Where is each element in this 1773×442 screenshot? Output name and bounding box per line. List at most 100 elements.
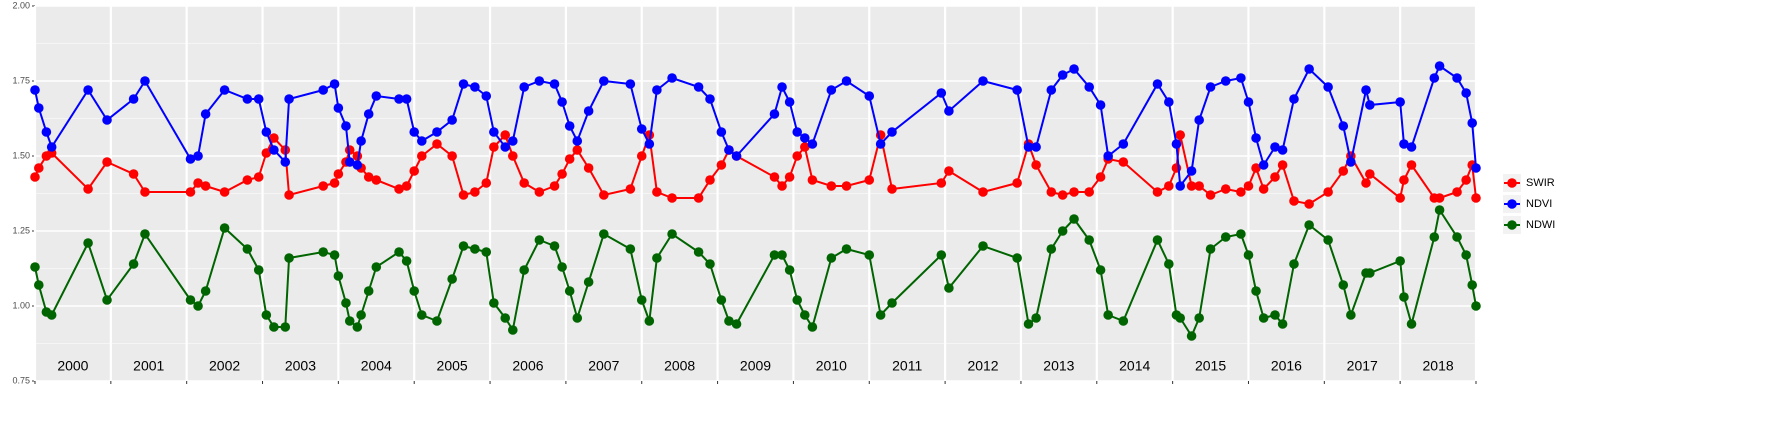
data-point [1118,157,1129,167]
data-point [344,157,355,167]
data-point [1270,172,1280,182]
data-point [33,103,44,113]
data-point [1012,178,1022,188]
data-point [1251,133,1261,143]
data-point [724,316,734,326]
data-point [1323,235,1333,245]
data-point [1164,181,1174,191]
data-point [447,151,457,161]
data-point [128,169,139,179]
data-point [489,142,499,152]
data-point [333,103,344,113]
data-point [572,313,583,323]
data-point [777,82,787,92]
data-point [394,94,404,104]
data-point [841,181,852,191]
data-point [140,187,150,197]
data-point [1338,166,1349,176]
data-point [333,169,344,179]
data-point [724,145,734,155]
data-point [269,145,279,155]
data-point [1084,82,1095,92]
data-point [371,175,382,185]
data-point [887,184,897,194]
data-point [458,241,469,251]
data-point [219,85,230,95]
data-point [318,85,329,95]
data-point [875,310,886,320]
y-tick-label: 0.75 [12,375,30,385]
data-point [583,277,594,287]
data-point [1452,187,1462,197]
data-point [864,175,875,185]
data-point [693,193,704,203]
data-point [769,250,780,260]
data-point [1323,187,1333,197]
data-point [1057,190,1068,200]
data-point [1251,163,1261,173]
year-label: 2009 [740,358,771,374]
data-point [1434,205,1445,215]
data-point [557,169,567,179]
data-point [83,184,93,194]
data-point [318,181,329,191]
data-point [242,175,253,185]
data-point [777,181,787,191]
data-point [1046,85,1057,95]
data-point [792,127,803,137]
data-point [887,127,897,137]
data-point [1194,313,1204,323]
data-point [470,82,480,92]
year-label: 2012 [967,358,998,374]
data-point [1258,313,1269,323]
data-point [887,298,897,308]
data-point [1467,280,1478,290]
data-point [371,262,382,272]
data-point [356,136,366,146]
data-point [807,175,818,185]
data-point [1365,169,1375,179]
data-point [280,157,291,167]
data-point [352,322,363,332]
data-point [572,136,583,146]
data-point [1175,181,1186,191]
data-point [318,247,329,257]
year-label: 2013 [1043,358,1074,374]
legend-label: NDWI [1526,219,1555,231]
data-point [519,82,529,92]
data-point [447,274,457,284]
data-point [799,133,810,143]
data-point [944,166,954,176]
data-point [1467,118,1478,128]
data-point [1046,244,1057,254]
data-point [1471,193,1481,203]
legend-dot [1507,178,1517,188]
data-point [193,178,203,188]
data-point [625,79,636,89]
data-point [1057,70,1068,80]
data-point [564,286,575,296]
data-point [409,127,420,137]
data-point [549,181,560,191]
data-point [481,247,492,257]
year-label: 2004 [361,358,392,374]
data-point [1406,160,1417,170]
data-point [1175,313,1186,323]
data-point [30,172,40,182]
data-point [1164,97,1174,107]
data-point [667,73,677,83]
data-point [731,319,742,329]
data-point [731,151,742,161]
data-point [363,172,374,182]
data-point [564,121,575,131]
data-point [557,262,567,272]
data-point [1220,76,1231,86]
data-point [1220,232,1231,242]
data-point [253,265,264,275]
data-point [500,313,511,323]
data-point [46,310,57,320]
data-point [1304,199,1314,209]
data-point [242,94,253,104]
data-point [432,127,442,137]
data-point [253,172,264,182]
